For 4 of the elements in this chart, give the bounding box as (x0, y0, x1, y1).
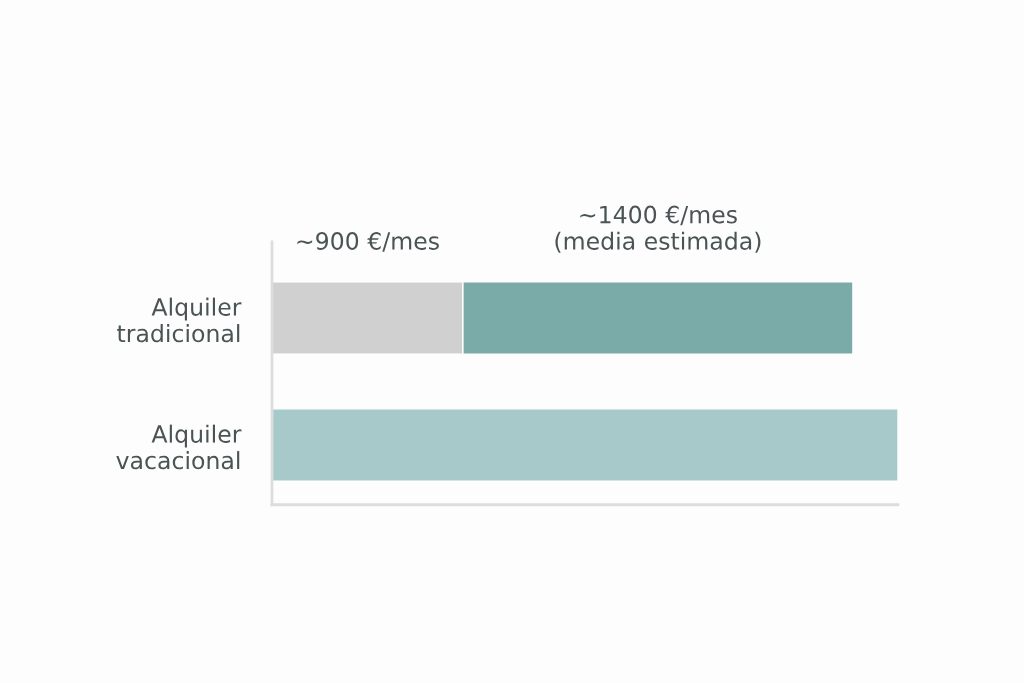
annotation: ~1400 €/mes (media estimada) (555, 205, 761, 253)
annotation: ~900 €/mes (297, 232, 439, 252)
y-tick-label: Alquiler tradicional (117, 297, 242, 343)
y-tick-label: Alquiler vacacional (116, 424, 242, 470)
